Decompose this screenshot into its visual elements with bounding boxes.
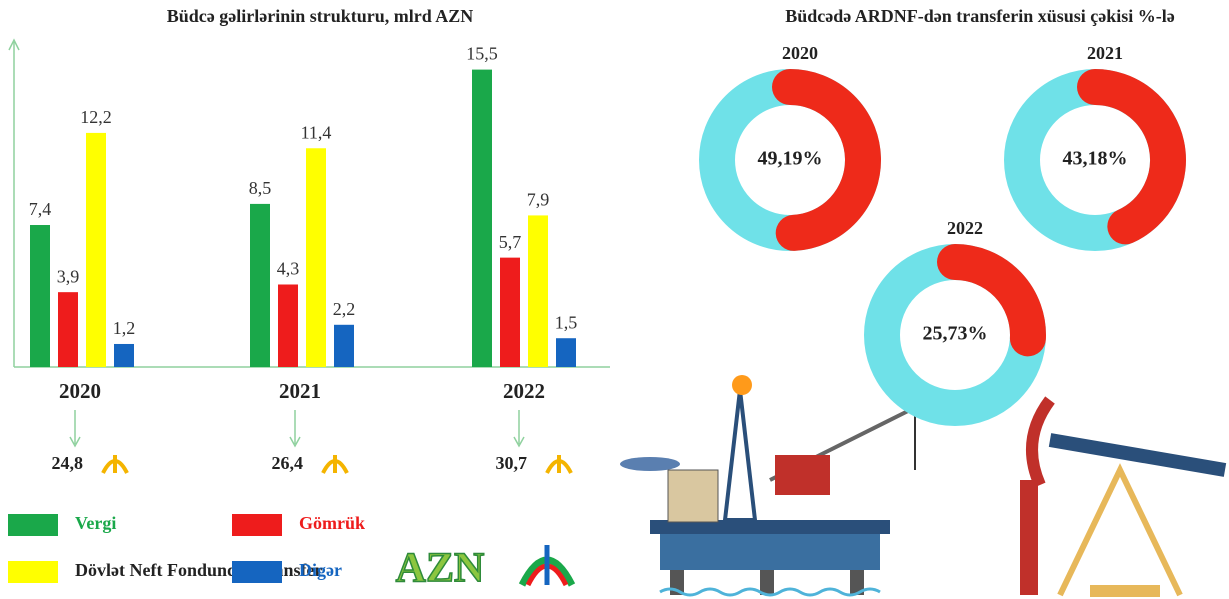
bar xyxy=(86,133,106,367)
value-label: 7,4 xyxy=(29,199,52,219)
bar xyxy=(114,344,134,367)
donut-year: 2020 xyxy=(782,43,818,63)
azn-logo: AZN xyxy=(396,545,572,592)
legend-label: Digər xyxy=(299,560,342,580)
legend-swatch xyxy=(8,514,58,536)
bar xyxy=(556,338,576,367)
page: Büdcə gəlirlərinin strukturu, mlrd AZN B… xyxy=(0,0,1229,599)
legend-swatch xyxy=(232,514,282,536)
value-label: 8,5 xyxy=(249,178,272,198)
value-label: 1,2 xyxy=(113,318,136,338)
legend-swatch xyxy=(232,561,282,583)
bar xyxy=(278,284,298,367)
donut-year: 2022 xyxy=(947,218,983,238)
value-label: 3,9 xyxy=(57,266,80,286)
logo-text: AZN xyxy=(396,546,485,592)
value-label: 15,5 xyxy=(466,44,498,64)
oil-rig-illustration xyxy=(620,375,915,595)
legend-label: Vergi xyxy=(75,513,116,533)
value-label: 7,9 xyxy=(527,190,550,210)
legend-swatch xyxy=(8,561,58,583)
legend-label: Gömrük xyxy=(299,513,365,533)
bar xyxy=(58,292,78,367)
value-label: 5,7 xyxy=(499,232,522,252)
bar xyxy=(250,204,270,367)
bar xyxy=(334,325,354,367)
donut-value-label: 25,73% xyxy=(923,323,988,345)
value-label: 1,5 xyxy=(555,312,578,332)
total-label: 26,4 xyxy=(272,453,304,473)
donut-value-label: 49,19% xyxy=(758,148,823,170)
total-label: 24,8 xyxy=(52,453,84,473)
value-label: 2,2 xyxy=(333,299,356,319)
donut-year: 2021 xyxy=(1087,43,1123,63)
pump-jack-illustration xyxy=(1020,400,1225,597)
value-label: 11,4 xyxy=(301,122,332,142)
chart: AZN 7,4 3,9 12,2 1,2 2020 24,8 8,5 4,3 11,4 2,2 20… xyxy=(0,0,1229,599)
bar xyxy=(528,215,548,367)
donut-value-label: 43,18% xyxy=(1063,148,1128,170)
value-label: 12,2 xyxy=(80,107,112,127)
x-tick-label: 2021 xyxy=(279,379,321,403)
bar xyxy=(472,70,492,367)
bar xyxy=(500,258,520,367)
total-label: 30,7 xyxy=(496,453,528,473)
x-tick-label: 2022 xyxy=(503,379,545,403)
bar xyxy=(306,148,326,367)
legend-label: Dövlət Neft Fondundan transfer xyxy=(75,560,323,580)
value-label: 4,3 xyxy=(277,259,300,279)
x-tick-label: 2020 xyxy=(59,379,101,403)
bar xyxy=(30,225,50,367)
